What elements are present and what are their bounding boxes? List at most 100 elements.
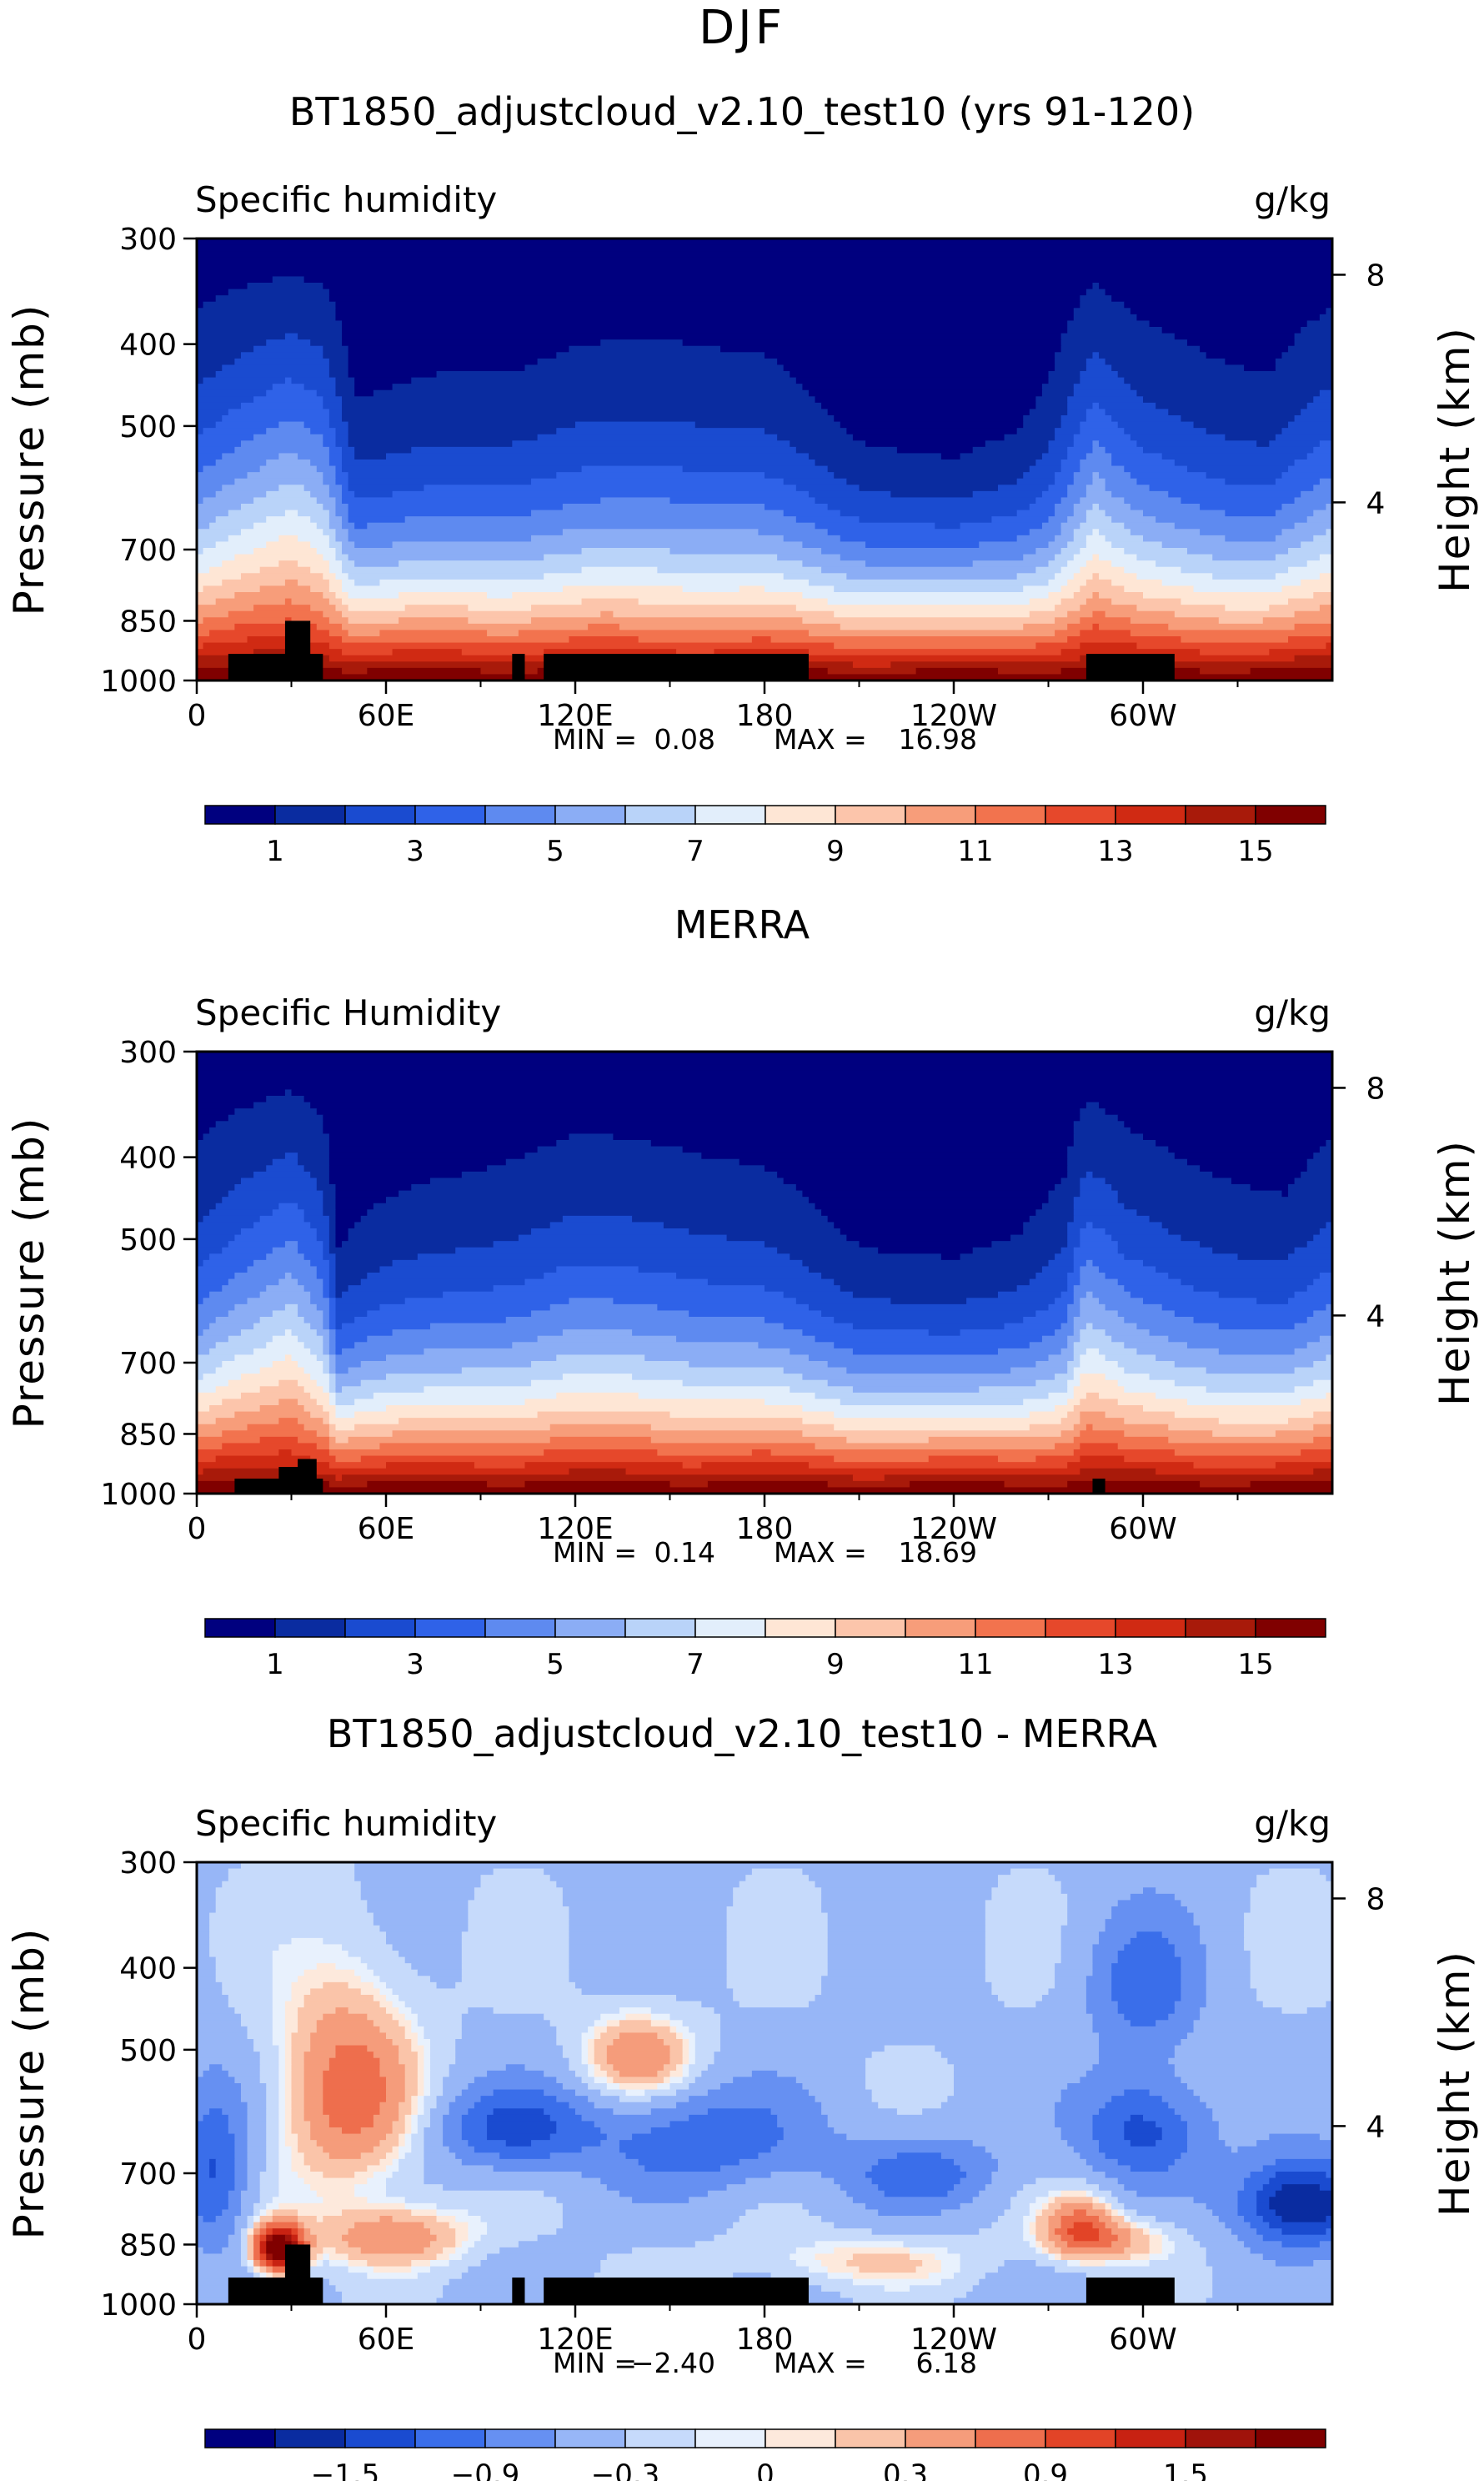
heatmap-cell bbox=[562, 1329, 633, 1337]
heatmap-cell bbox=[291, 2102, 305, 2109]
heatmap-cell bbox=[197, 566, 210, 574]
heatmap-cell bbox=[316, 1379, 330, 1387]
heatmap-cell bbox=[606, 2070, 620, 2078]
heatmap-cell bbox=[335, 384, 355, 391]
heatmap-cell bbox=[247, 2177, 261, 2185]
heatmap-cell bbox=[1099, 2228, 1112, 2236]
heatmap-cell bbox=[1099, 2184, 1125, 2192]
heatmap-cell bbox=[834, 585, 1024, 593]
heatmap-cell bbox=[770, 2108, 822, 2116]
colorbar-swatch bbox=[624, 805, 696, 825]
heatmap-cell bbox=[594, 2102, 677, 2109]
heatmap-cell bbox=[581, 2172, 772, 2179]
heatmap-cell bbox=[1080, 1184, 1112, 1192]
heatmap-cell bbox=[669, 497, 816, 505]
heatmap-cell bbox=[588, 2045, 595, 2052]
heatmap-cell bbox=[284, 2140, 298, 2147]
heatmap-cell bbox=[284, 2077, 293, 2084]
heatmap-cell bbox=[328, 1462, 387, 1469]
heatmap-cell bbox=[1010, 1868, 1050, 1876]
heatmap-cell bbox=[424, 2070, 431, 2078]
heatmap-cell bbox=[821, 1976, 986, 1983]
heatmap-cell bbox=[328, 1329, 337, 1337]
heatmap-cell bbox=[1060, 415, 1087, 423]
heatmap-cell bbox=[335, 504, 349, 511]
heatmap-cell bbox=[720, 2026, 1094, 2034]
heatmap-cell bbox=[335, 535, 349, 543]
heatmap-cell bbox=[240, 1374, 311, 1381]
heatmap-cell bbox=[429, 2064, 450, 2072]
heatmap-cell bbox=[328, 1399, 337, 1406]
heatmap-cell bbox=[234, 1234, 318, 1242]
heatmap-cell bbox=[997, 2165, 1094, 2172]
heatmap-cell bbox=[1174, 2241, 1201, 2248]
heatmap-cell bbox=[240, 2083, 267, 2091]
panel-units: g/kg bbox=[1254, 179, 1331, 220]
heatmap-cell bbox=[493, 2007, 620, 2015]
heatmap-cell bbox=[247, 1298, 311, 1305]
heatmap-cell bbox=[278, 453, 298, 460]
heatmap-cell bbox=[1099, 2197, 1106, 2204]
heatmap-cell bbox=[303, 2096, 323, 2103]
heatmap-cell bbox=[1055, 630, 1080, 637]
heatmap-cell bbox=[840, 1285, 1018, 1293]
heatmap-cell bbox=[379, 2001, 394, 2008]
heatmap-cell bbox=[1111, 1912, 1195, 1920]
heatmap-cell bbox=[379, 2108, 399, 2116]
heatmap-cell bbox=[1067, 490, 1087, 499]
heatmap-cell bbox=[606, 2020, 620, 2027]
heatmap-cell bbox=[1067, 409, 1087, 416]
heatmap-cell bbox=[1067, 1900, 1119, 1907]
heatmap-cell bbox=[379, 2057, 399, 2065]
heatmap-cell bbox=[197, 1386, 217, 1394]
heatmap-cell bbox=[411, 446, 797, 455]
heatmap-cell bbox=[266, 2165, 279, 2172]
heatmap-cell bbox=[739, 2001, 810, 2008]
heatmap-cell bbox=[1181, 2114, 1213, 2122]
heatmap-cell bbox=[278, 2190, 318, 2197]
heatmap-cell bbox=[638, 636, 753, 644]
heatmap-cell bbox=[1288, 548, 1333, 555]
heatmap-cell bbox=[310, 1222, 330, 1229]
heatmap-cell bbox=[197, 264, 1333, 271]
heatmap-cell bbox=[348, 617, 399, 625]
heatmap-cell bbox=[468, 2234, 482, 2242]
heatmap-cell bbox=[549, 1222, 664, 1229]
heatmap-cell bbox=[291, 2077, 305, 2084]
x-tick-label: 60E bbox=[358, 1512, 415, 1546]
heatmap-cell bbox=[404, 2202, 438, 2211]
heatmap-cell bbox=[348, 1228, 532, 1236]
heatmap-cell bbox=[1029, 2222, 1036, 2229]
heatmap-cell bbox=[303, 2108, 323, 2116]
heatmap-cell bbox=[1111, 1184, 1251, 1192]
heatmap-cell bbox=[386, 2152, 399, 2160]
heatmap-cell bbox=[386, 2007, 399, 2015]
heatmap-cell bbox=[474, 2241, 519, 2248]
heatmap-cell bbox=[487, 592, 513, 600]
heatmap-cell bbox=[940, 2209, 1005, 2217]
heatmap-cell bbox=[197, 1969, 217, 1976]
heatmap-cell bbox=[1326, 504, 1333, 511]
heatmap-cell bbox=[272, 1995, 293, 2002]
heatmap-cell bbox=[594, 2039, 614, 2047]
heatmap-cell bbox=[424, 2146, 450, 2153]
heatmap-cell bbox=[197, 1158, 273, 1166]
heatmap-cell bbox=[1067, 560, 1087, 568]
heatmap-cell bbox=[328, 1234, 337, 1242]
heatmap-cell bbox=[272, 1963, 318, 1971]
heatmap-cell bbox=[197, 2052, 261, 2059]
heatmap-cell bbox=[468, 2222, 488, 2229]
heatmap-cell bbox=[783, 1178, 1062, 1185]
heatmap-cell bbox=[197, 1411, 235, 1419]
heatmap-cell bbox=[1130, 529, 1201, 536]
heatmap-cell bbox=[342, 579, 355, 587]
heatmap-cell bbox=[544, 1868, 753, 1876]
heatmap-cell bbox=[424, 2127, 444, 2135]
heatmap-cell bbox=[284, 2052, 293, 2059]
heatmap-cell bbox=[335, 2285, 444, 2293]
heatmap-cell bbox=[335, 301, 1080, 309]
heatmap-cell bbox=[373, 2052, 399, 2059]
heatmap-cell bbox=[197, 2273, 254, 2280]
heatmap-cell bbox=[455, 2241, 463, 2248]
heatmap-cell bbox=[335, 434, 349, 441]
